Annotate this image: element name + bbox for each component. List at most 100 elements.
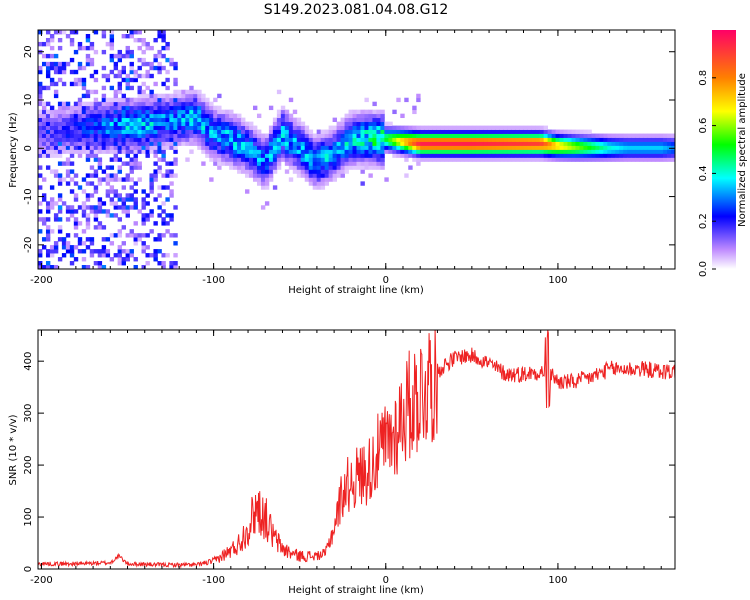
heatmap-cell xyxy=(101,145,107,150)
heatmap-cell xyxy=(153,93,158,99)
heatmap-cell xyxy=(440,141,445,146)
heatmap-cell xyxy=(511,137,517,142)
heatmap-cell xyxy=(153,221,158,226)
heatmap-cell xyxy=(292,121,298,126)
heatmap-cell xyxy=(663,149,668,154)
heatmap-cell xyxy=(312,141,318,146)
heatmap-cell xyxy=(217,157,222,162)
heatmap-cell xyxy=(105,97,111,103)
heatmap-cell xyxy=(221,125,226,130)
heatmap-cell xyxy=(105,213,111,218)
heatmap-cell xyxy=(575,129,580,134)
heatmap-cell xyxy=(308,153,314,158)
heatmap-cell xyxy=(404,153,409,158)
heatmap-cell xyxy=(225,129,230,134)
heatmap-cell xyxy=(57,229,63,234)
heatmap-cell xyxy=(380,165,385,170)
heatmap-cell xyxy=(173,121,178,126)
heatmap-cell xyxy=(73,225,79,230)
heatmap-cell xyxy=(113,109,119,115)
heatmap-cell xyxy=(125,105,130,111)
heatmap-cell xyxy=(73,257,79,262)
heatmap-cell xyxy=(420,125,425,130)
heatmap-cell xyxy=(599,133,604,138)
heatmap-cell xyxy=(245,153,250,158)
heatmap-cell xyxy=(332,129,337,134)
heatmap-cell xyxy=(129,149,134,154)
heatmap-cell xyxy=(348,125,353,130)
heatmap-cell xyxy=(348,133,353,138)
heatmap-cell xyxy=(161,81,166,87)
heatmap-cell xyxy=(161,209,166,214)
heatmap-cell xyxy=(53,133,59,138)
heatmap-cell xyxy=(368,113,373,119)
heatmap-cell xyxy=(193,133,198,138)
heatmap-cell xyxy=(93,109,99,115)
heatmap-cell xyxy=(113,145,119,150)
heatmap-cell xyxy=(507,153,513,158)
heatmap-cell xyxy=(499,153,505,158)
heatmap-cell xyxy=(65,161,71,166)
heatmap-cell xyxy=(133,133,138,138)
heatmap-cell xyxy=(45,121,51,126)
heatmap-cell xyxy=(615,133,620,138)
heatmap-cell xyxy=(53,121,59,126)
heatmap-cell xyxy=(217,117,222,123)
heatmap-cell xyxy=(249,141,254,146)
heatmap-cell xyxy=(344,157,349,162)
heatmap-cell xyxy=(69,137,75,142)
heatmap-cell xyxy=(45,165,51,170)
heatmap-cell xyxy=(336,169,341,174)
heatmap-cell xyxy=(372,165,377,170)
heatmap-cell xyxy=(440,149,445,154)
heatmap-cell xyxy=(463,149,469,154)
heatmap-cell xyxy=(364,125,369,130)
heatmap-cell xyxy=(141,97,146,103)
heatmap-cell xyxy=(444,133,449,138)
heatmap-cell xyxy=(388,141,393,146)
heatmap-cell xyxy=(141,41,146,47)
heatmap-cell xyxy=(213,121,218,126)
heatmap-cell xyxy=(197,129,202,134)
heatmap-cell xyxy=(237,169,242,174)
heatmap-cell xyxy=(388,133,393,138)
heatmap-cell xyxy=(376,145,381,150)
heatmap-cell xyxy=(312,157,318,162)
heatmap-cell xyxy=(177,105,182,111)
heatmap-cell xyxy=(463,129,469,134)
spectrogram-y-tick-label: -10 xyxy=(23,188,34,204)
heatmap-cell xyxy=(53,89,59,95)
heatmap-cell xyxy=(555,141,560,146)
heatmap-cell xyxy=(268,105,274,111)
heatmap-cell xyxy=(380,157,385,162)
heatmap-cell xyxy=(667,153,672,158)
heatmap-cell xyxy=(491,153,497,158)
heatmap-cell xyxy=(495,145,501,150)
heatmap-cell xyxy=(539,141,545,146)
heatmap-cell xyxy=(527,141,533,146)
heatmap-cell xyxy=(288,149,294,154)
heatmap-cell xyxy=(53,145,59,150)
heatmap-cell xyxy=(189,93,194,99)
heatmap-cell xyxy=(260,141,266,146)
heatmap-cell xyxy=(101,201,107,206)
heatmap-cell xyxy=(372,161,377,166)
heatmap-cell xyxy=(209,125,214,130)
heatmap-cell xyxy=(364,149,369,154)
heatmap-cell xyxy=(193,101,198,107)
heatmap-cell xyxy=(647,145,652,150)
heatmap-cell xyxy=(340,161,345,166)
heatmap-cell xyxy=(424,157,429,162)
heatmap-cell xyxy=(296,121,302,126)
heatmap-cell xyxy=(272,145,278,150)
heatmap-cell xyxy=(241,169,246,174)
heatmap-cell xyxy=(463,125,469,130)
heatmap-cell xyxy=(89,145,95,150)
heatmap-cell xyxy=(507,149,513,154)
heatmap-cell xyxy=(205,97,210,103)
heatmap-cell xyxy=(93,141,99,146)
heatmap-cell xyxy=(221,121,226,126)
heatmap-cell xyxy=(356,165,361,170)
heatmap-cell xyxy=(515,157,521,162)
heatmap-cell xyxy=(241,137,246,142)
